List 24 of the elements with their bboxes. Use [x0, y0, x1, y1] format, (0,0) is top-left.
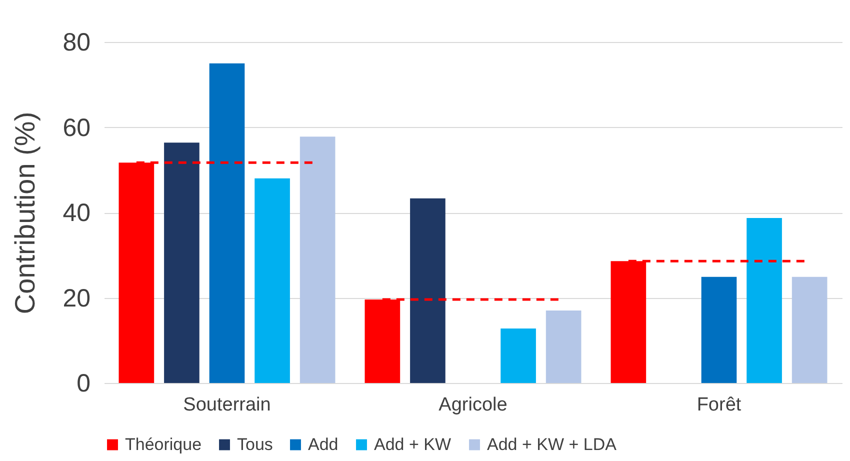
bar [209, 63, 245, 383]
y-tick-label: 80 [62, 28, 90, 56]
bar [792, 276, 828, 383]
bar [254, 178, 290, 383]
y-axis-title: Contribution (%) [10, 112, 41, 314]
y-tick-label: 0 [76, 370, 90, 398]
x-tick-label: Souterrain [183, 394, 271, 416]
legend-label: Add [308, 434, 338, 454]
bar [500, 328, 536, 383]
bar [546, 310, 582, 383]
bar [746, 218, 782, 383]
legend-label: Add + KW + LDA [487, 434, 618, 454]
x-tick-label: Agricole [438, 394, 508, 416]
bar [701, 276, 737, 383]
x-tick-label: Forêt [696, 394, 742, 416]
bar [164, 142, 200, 383]
legend-label: Théorique [125, 434, 202, 454]
legend-label: Add + KW [374, 434, 452, 454]
y-tick-label: 40 [62, 199, 90, 227]
bar [410, 198, 446, 383]
y-tick-label: 60 [62, 114, 90, 142]
bar [300, 136, 336, 383]
y-tick-label: 20 [62, 284, 90, 312]
legend-label: Tous [237, 434, 273, 454]
